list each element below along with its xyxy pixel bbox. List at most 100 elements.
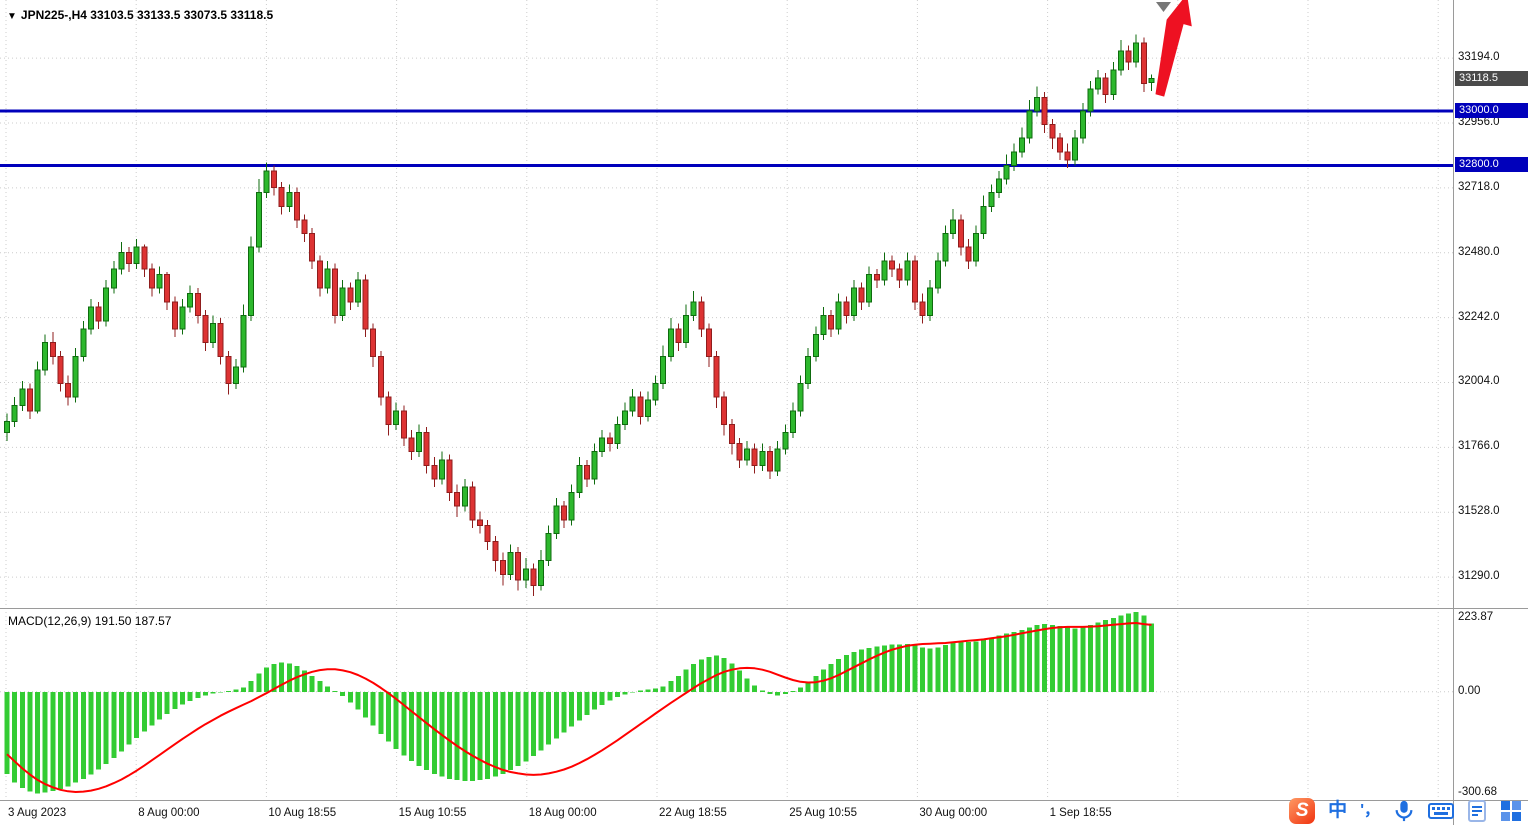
price-axis-separator xyxy=(1453,0,1454,825)
candle-body xyxy=(423,432,430,466)
price-tick-label: 31528.0 xyxy=(1458,505,1500,518)
macd-histogram-bar xyxy=(88,691,94,775)
time-tick-label: 22 Aug 18:55 xyxy=(659,807,727,819)
candle-body xyxy=(881,260,888,281)
candle-body xyxy=(553,505,560,534)
symbol-title: JPN225-,H4 xyxy=(20,8,87,22)
candle-body xyxy=(1095,77,1102,90)
candle-body xyxy=(1064,151,1071,161)
macd-histogram-bar xyxy=(141,691,147,732)
macd-histogram-bar xyxy=(1110,618,1116,692)
candle-body xyxy=(248,246,255,316)
macd-histogram-bar xyxy=(607,691,613,701)
macd-histogram-bar xyxy=(889,644,895,692)
candle-body xyxy=(538,560,545,586)
candle-body xyxy=(4,421,10,434)
candle-body xyxy=(644,399,651,417)
macd-histogram-bar xyxy=(759,690,765,692)
candle-body xyxy=(1110,69,1117,96)
candle-body xyxy=(622,410,629,425)
macd-histogram-bar xyxy=(447,691,453,779)
macd-histogram-bar xyxy=(744,678,750,692)
candle-body xyxy=(1133,42,1140,63)
time-tick-label: 3 Aug 2023 xyxy=(8,807,67,819)
macd-signal-line xyxy=(6,622,1152,793)
candle-body xyxy=(225,355,232,385)
macd-histogram-bar xyxy=(80,691,86,780)
candle-body xyxy=(164,274,171,303)
macd-histogram-bar xyxy=(538,691,544,751)
macd-name: MACD(12,26,9) xyxy=(8,614,92,628)
sogou-input-icon[interactable]: S xyxy=(1289,798,1316,824)
chinese-mode-icon[interactable]: 中 xyxy=(1328,800,1348,821)
panel-separator[interactable] xyxy=(0,608,1528,609)
macd-histogram-bar xyxy=(1133,611,1139,692)
trend-arrow-icon[interactable] xyxy=(1147,0,1199,99)
macd-histogram-bar xyxy=(1103,620,1109,692)
macd-histogram-bar xyxy=(477,691,483,781)
candle-body xyxy=(942,233,949,262)
macd-histogram-bar xyxy=(691,663,697,692)
candle-body xyxy=(957,219,964,248)
candle-body xyxy=(1072,137,1079,161)
symbol-info-bar: ▼ JPN225-,H4 33103.5 33133.5 33073.5 3311… xyxy=(7,8,273,22)
candle-body xyxy=(759,451,766,466)
macd-histogram-bar xyxy=(553,691,559,739)
macd-histogram-bar xyxy=(96,691,102,770)
candle-body xyxy=(995,178,1002,194)
candle-body xyxy=(362,279,369,330)
candle-body xyxy=(339,287,346,316)
clipboard-icon[interactable] xyxy=(1467,799,1487,823)
microphone-icon[interactable] xyxy=(1393,799,1415,823)
macd-histogram-bar xyxy=(393,691,399,749)
candle-body xyxy=(675,328,682,344)
candle-body xyxy=(1140,42,1147,85)
candle-body xyxy=(736,443,743,461)
candle-body xyxy=(828,314,835,330)
candle-body xyxy=(652,383,659,401)
candle-body xyxy=(499,560,506,575)
toolbox-grid-icon[interactable] xyxy=(1500,800,1522,822)
candle-body xyxy=(1102,77,1109,96)
macd-histogram-bar xyxy=(118,691,124,752)
macd-histogram-bar xyxy=(927,648,933,692)
candle-body xyxy=(232,366,239,385)
candle-body xyxy=(255,192,262,248)
keyboard-icon[interactable] xyxy=(1428,799,1454,823)
candle-body xyxy=(1041,96,1048,126)
candle-body xyxy=(1056,137,1063,153)
macd-indicator-panel[interactable] xyxy=(0,608,1453,800)
candle-body xyxy=(1125,50,1132,63)
candle-body xyxy=(80,328,87,357)
time-tick-label: 8 Aug 00:00 xyxy=(138,807,200,819)
candle-body xyxy=(408,437,415,453)
candle-body xyxy=(477,519,484,526)
macd-histogram-bar xyxy=(569,691,575,727)
macd-histogram-bar xyxy=(866,647,872,692)
chart-shift-marker-icon[interactable] xyxy=(1156,2,1171,12)
candle-body xyxy=(858,287,865,303)
main-price-chart[interactable] xyxy=(0,0,1453,608)
macd-histogram-bar xyxy=(340,691,346,697)
time-tick-label: 18 Aug 00:00 xyxy=(528,807,597,819)
candle-body xyxy=(698,301,705,330)
macd-histogram-bar xyxy=(767,691,773,694)
macd-histogram-bar xyxy=(996,635,1002,692)
macd-histogram-bar xyxy=(775,691,781,696)
macd-histogram-bar xyxy=(126,691,132,745)
macd-histogram-bar xyxy=(782,691,788,694)
candle-body xyxy=(683,314,690,344)
candle-body xyxy=(1117,50,1124,71)
macd-histogram-bar xyxy=(431,691,437,774)
candle-body xyxy=(179,306,186,330)
punctuation-icon[interactable]: '， xyxy=(1360,802,1380,819)
macd-histogram-bar xyxy=(790,691,796,692)
symbol-dropdown-icon[interactable]: ▼ xyxy=(7,11,17,22)
candle-body xyxy=(614,423,621,445)
macd-histogram-bar xyxy=(332,691,338,692)
macd-histogram-bar xyxy=(942,645,948,692)
candle-body xyxy=(110,268,117,289)
macd-histogram-bar xyxy=(530,691,536,756)
macd-histogram-bar xyxy=(935,647,941,692)
macd-histogram-bar xyxy=(317,681,323,692)
